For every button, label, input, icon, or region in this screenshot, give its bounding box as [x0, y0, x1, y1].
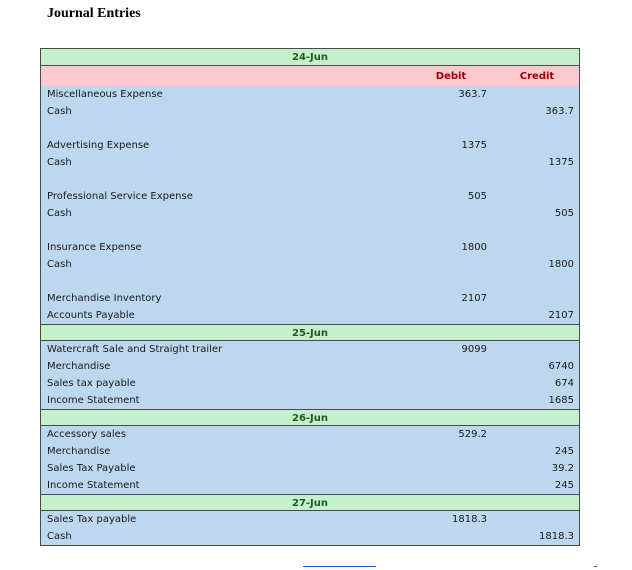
table-row: Accessory sales 529.2: [41, 426, 579, 443]
debit-amount: 2107: [461, 293, 487, 304]
journal-table: 24-Jun Debit Credit Miscellaneous Expense 36…: [40, 48, 580, 546]
entry-spacer: [41, 171, 579, 188]
account-name: Cash: [47, 531, 72, 542]
table-row: Cash 1375: [41, 154, 579, 171]
credit-amount: 505: [554, 208, 574, 219]
credit-header: Credit: [519, 71, 555, 82]
credit-amount: 245: [554, 480, 574, 491]
account-name: Sales Tax Payable: [47, 463, 136, 474]
debit-amount: 1818.3: [452, 514, 487, 525]
table-row: Insurance Expense 1800: [41, 239, 579, 256]
account-name: Cash: [47, 259, 72, 270]
credit-amount: 6740: [548, 361, 574, 372]
table-row: Advertising Expense 1375: [41, 137, 579, 154]
table-row: Income Statement 1685: [41, 392, 579, 409]
credit-amount: 1818.3: [539, 531, 574, 542]
account-name: Merchandise Inventory: [47, 293, 162, 304]
entry-block: Accessory sales 529.2 Merchandise 245 Sales …: [41, 426, 579, 494]
page-title: Journal Entries: [47, 6, 141, 21]
entry-spacer: [41, 222, 579, 239]
entry-spacer: [41, 273, 579, 290]
account-name: Income Statement: [47, 395, 140, 406]
table-row: Professional Service Expense 505: [41, 188, 579, 205]
table-row: Merchandise 6740: [41, 358, 579, 375]
table-row: Miscellaneous Expense 363.7: [41, 86, 579, 103]
account-name: Advertising Expense: [47, 140, 150, 151]
table-row: Income Statement 245: [41, 477, 579, 494]
entry-spacer: [41, 120, 579, 137]
account-name: Sales tax payable: [47, 378, 136, 389]
account-name: Cash: [47, 208, 72, 219]
account-name: Cash: [47, 106, 72, 117]
debit-amount: 529.2: [458, 429, 487, 440]
table-row: Sales Tax Payable 39.2: [41, 460, 579, 477]
table-row: Accounts Payable 2107: [41, 307, 579, 324]
account-name: Accounts Payable: [47, 310, 135, 321]
credit-amount: 1685: [548, 395, 574, 406]
account-name: Watercraft Sale and Straight trailer: [47, 344, 223, 355]
account-name: Sales Tax payable: [47, 514, 137, 525]
account-name: Professional Service Expense: [47, 191, 193, 202]
date-row: 27-Jun: [41, 494, 579, 511]
table-row: Cash 1818.3: [41, 528, 579, 545]
table-row: Cash 505: [41, 205, 579, 222]
table-row: Sales tax payable 674: [41, 375, 579, 392]
account-name: Miscellaneous Expense: [47, 89, 163, 100]
debit-header: Debit: [435, 71, 467, 82]
entry-block: Miscellaneous Expense 363.7 Cash 363.7 Adver…: [41, 86, 579, 324]
entry-block: Sales Tax payable 1818.3 Cash 1818.3: [41, 511, 579, 545]
debit-amount: 9099: [461, 344, 487, 355]
table-row: Watercraft Sale and Straight trailer 9099: [41, 341, 579, 358]
table-row: Merchandise Inventory 2107: [41, 290, 579, 307]
date-row: 24-Jun: [41, 49, 579, 66]
table-row: Cash 1800: [41, 256, 579, 273]
table-row: Cash 363.7: [41, 103, 579, 120]
credit-amount: 2107: [548, 310, 574, 321]
table-row: Sales Tax payable 1818.3: [41, 511, 579, 528]
credit-amount: 245: [554, 446, 574, 457]
account-name: Income Statement: [47, 480, 140, 491]
column-header-row: Debit Credit: [41, 66, 579, 86]
date-row: 26-Jun: [41, 409, 579, 426]
credit-amount: 39.2: [551, 463, 574, 474]
debit-amount: 505: [467, 191, 487, 202]
debit-amount: 1375: [461, 140, 487, 151]
table-row: Merchandise 245: [41, 443, 579, 460]
credit-amount: 674: [554, 378, 574, 389]
account-name: Accessory sales: [47, 429, 127, 440]
account-name: Insurance Expense: [47, 242, 142, 253]
credit-amount: 1800: [548, 259, 574, 270]
debit-amount: 363.7: [458, 89, 487, 100]
credit-amount: 363.7: [545, 106, 574, 117]
account-name: Merchandise: [47, 361, 111, 372]
credit-amount: 1375: [548, 157, 574, 168]
divider-tick: [594, 566, 597, 567]
entry-block: Watercraft Sale and Straight trailer 9099…: [41, 341, 579, 409]
account-name: Cash: [47, 157, 72, 168]
debit-amount: 1800: [461, 242, 487, 253]
date-row: 25-Jun: [41, 324, 579, 341]
divider-line: [303, 566, 376, 567]
account-name: Merchandise: [47, 446, 111, 457]
